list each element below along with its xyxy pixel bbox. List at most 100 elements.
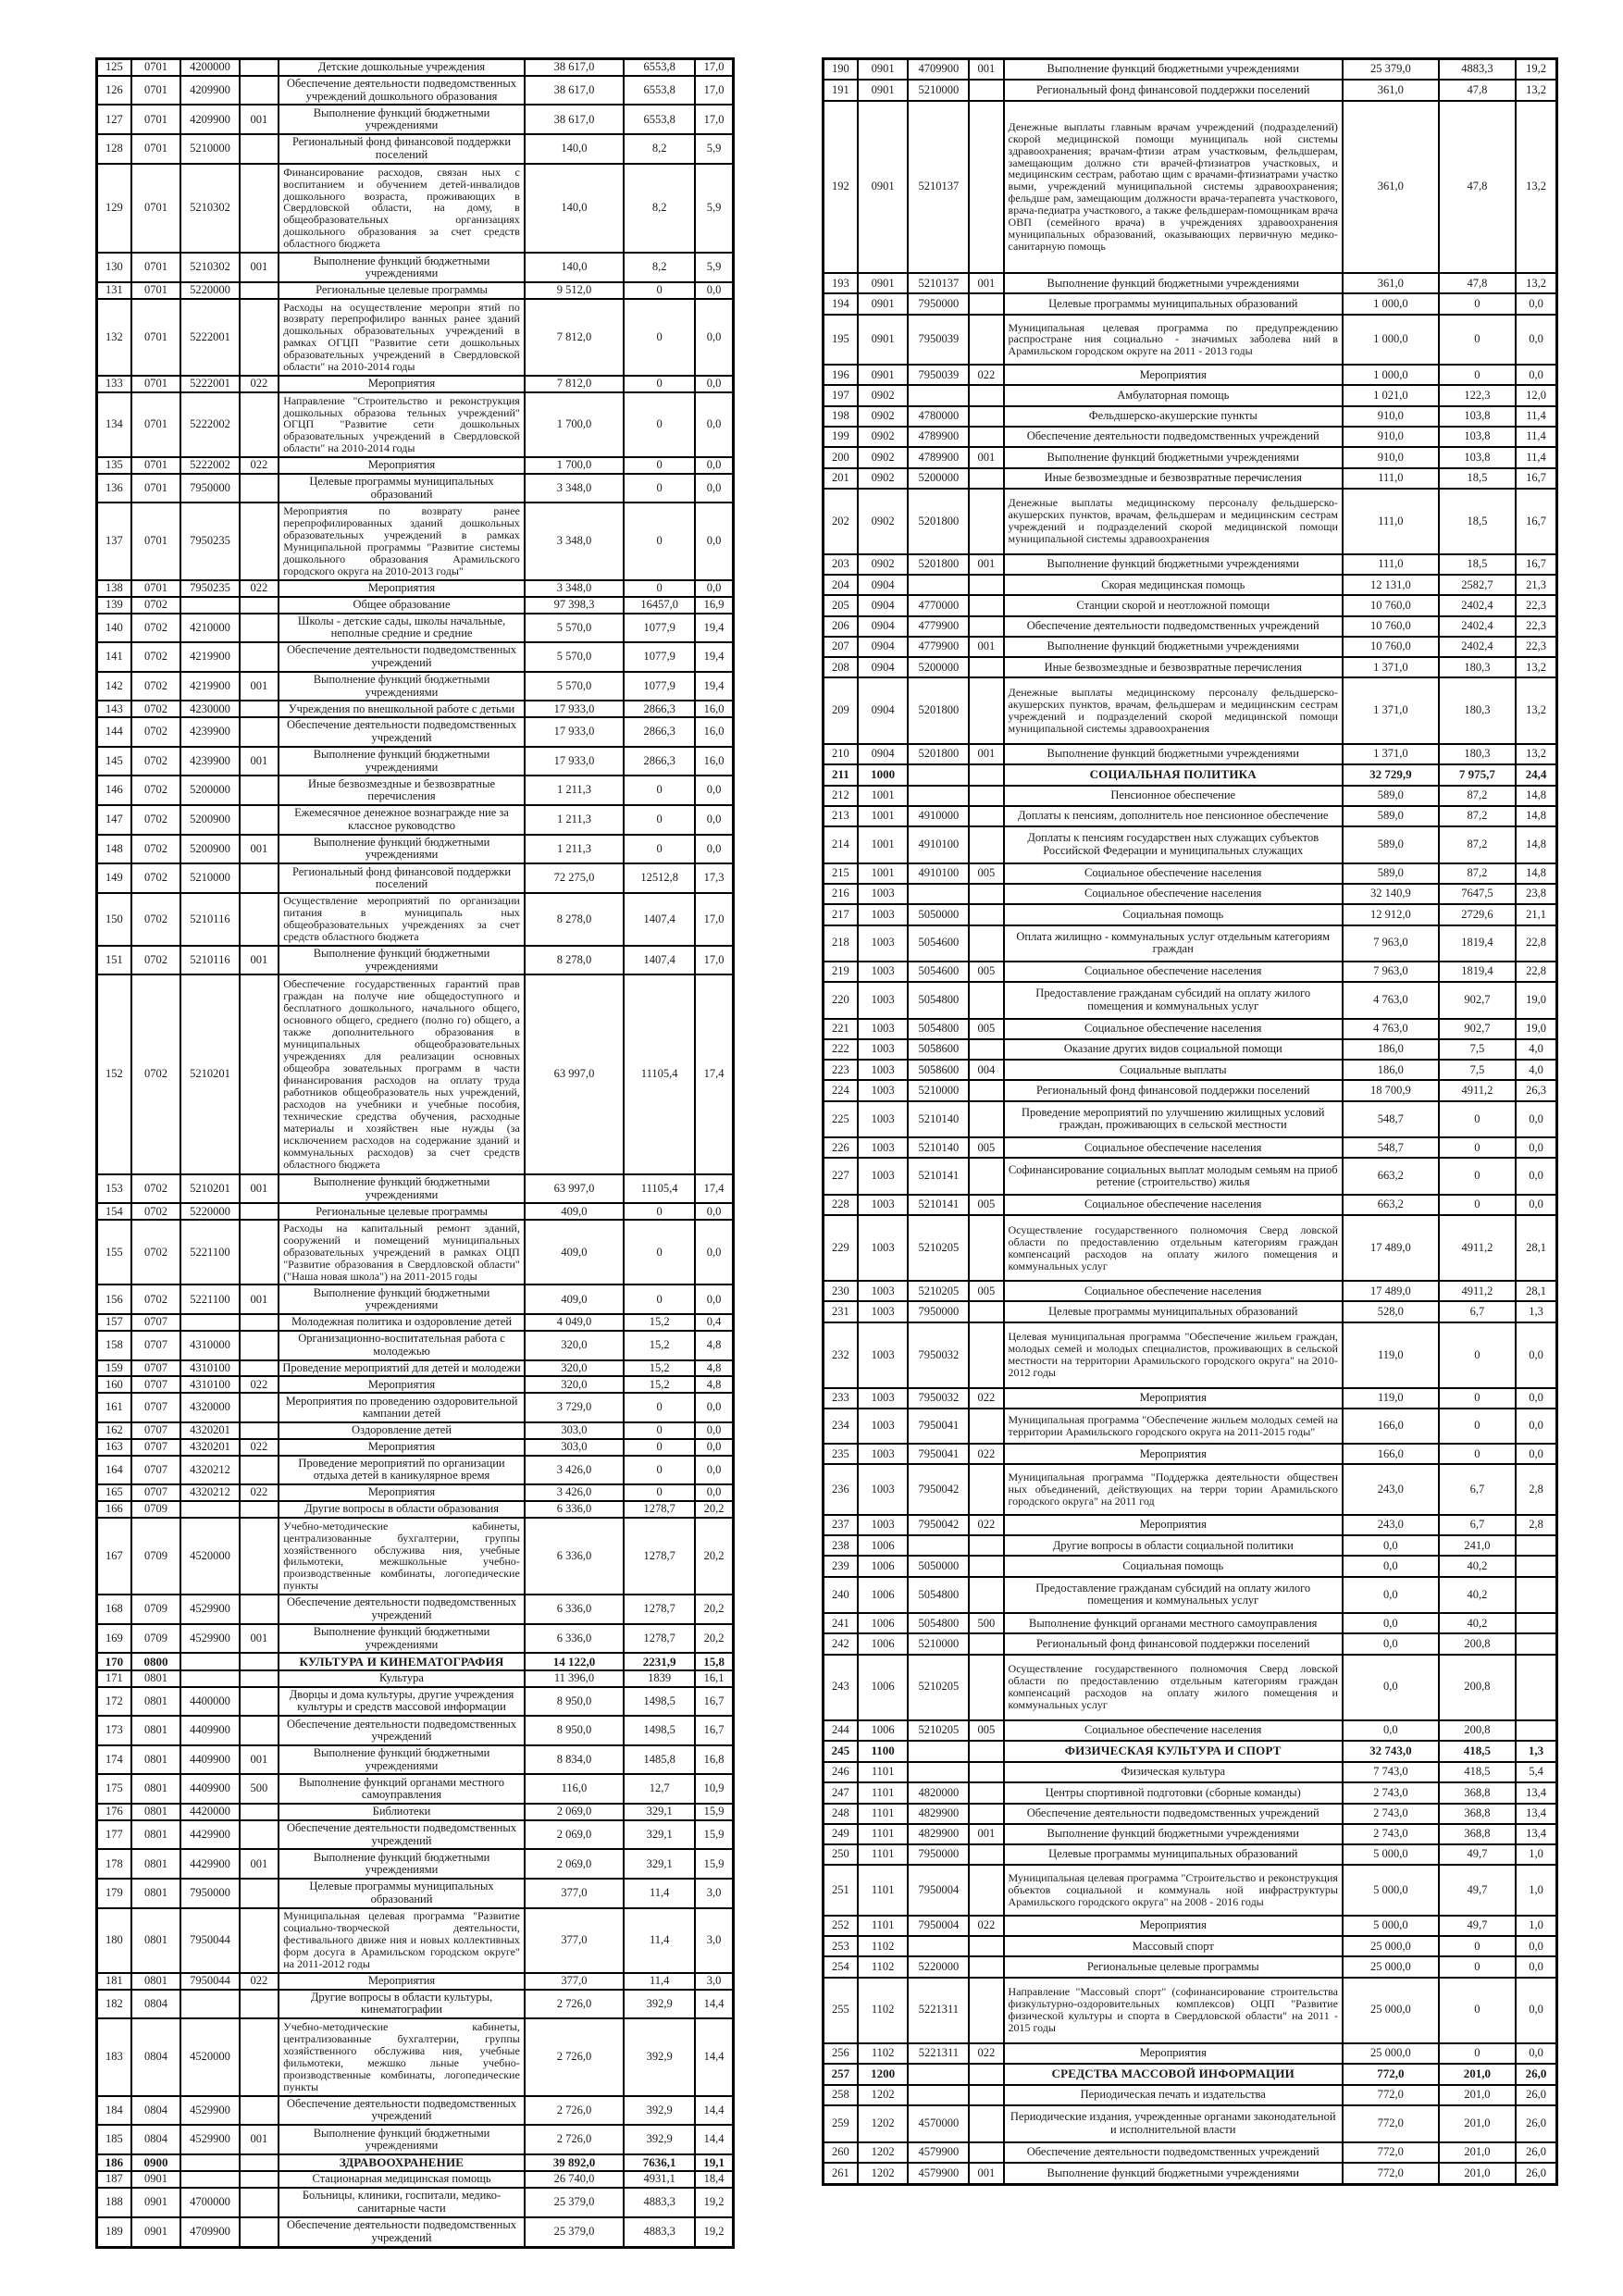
percent-cell: 0,0 [694,1284,735,1316]
section-code-cell: 1003 [856,1386,910,1410]
target-article-code-cell: 4429900 [180,1848,241,1880]
target-article-code-cell: 5210205 [907,1214,971,1283]
expense-name-cell: Целевые программы муниципальных образова… [1002,1843,1344,1867]
fact-amount-cell: 0 [623,578,697,598]
target-article-code-cell: 4709900 [180,2215,241,2249]
row-number-cell: 189 [95,2215,132,2249]
fact-amount-cell: 329,1 [623,1818,697,1851]
table-row: 224 1003 5210000 Региональный фонд финансов… [822,1079,1558,1102]
expense-name-cell: Мероприятия [278,456,526,475]
section-code-cell: 1006 [856,1632,910,1656]
table-row: 180 0801 7950044 Муниципальная целевая прог… [95,1906,735,1974]
expense-name-cell: Проведение мероприятий для детей и молод… [278,1359,526,1378]
table-row: 178 0801 4429900 001 Выполнение функций бюдж… [95,1848,735,1880]
percent-cell: 2,8 [1515,1463,1558,1516]
expense-name-cell: Региональный фонд финансовой поддержки п… [1002,79,1344,102]
fact-amount-cell: 0 [1437,1935,1518,1958]
target-article-code-cell: 4529900 [180,1622,241,1655]
plan-amount-cell: 140,0 [523,162,626,254]
percent-cell: 2,8 [1515,1513,1558,1537]
percent-cell [1515,1653,1558,1721]
plan-amount-cell: 25 379,0 [523,2187,626,2218]
expense-type-code-cell [968,804,1005,828]
expense-name-cell: Выполнение функций бюджетными учреждения… [278,833,526,865]
section-code-cell: 0902 [856,552,910,577]
target-article-code-cell: 4310100 [180,1359,241,1378]
row-number-cell: 178 [95,1848,132,1880]
plan-amount-cell: 243,0 [1341,1463,1440,1516]
expense-type-code-cell [968,924,1005,962]
expense-type-code-cell [968,1300,1005,1323]
target-article-code-cell: 4579900 [907,2141,971,2164]
expense-type-code-cell [968,784,1005,807]
fact-amount-cell: 8,2 [623,252,697,283]
target-article-code-cell: 5210116 [180,944,241,976]
expense-name-cell: Софинансирование социальных выплат молод… [1002,1157,1344,1196]
percent-cell: 19,0 [1515,1017,1558,1040]
section-code-cell: 0904 [856,594,910,617]
fact-amount-cell: 0 [623,1284,697,1316]
plan-amount-cell: 6 336,0 [523,1516,626,1596]
target-article-code-cell: 7950000 [180,472,241,504]
expense-type-code-cell: 001 [968,272,1005,295]
percent-cell: 13,2 [1515,656,1558,679]
section-code-cell: 1003 [856,1443,910,1466]
fact-amount-cell: 180,3 [1437,676,1518,745]
fact-amount-cell: 1077,9 [623,670,697,702]
expense-name-cell: Региональный фонд финансовой поддержки п… [278,133,526,165]
table-row: 193 0901 5210137 001 Выполнение функций бюдж… [822,272,1558,295]
plan-amount-cell: 63 997,0 [523,1173,626,1205]
table-row: 170 0800 КУЛЬТУРА И КИНЕМАТОГРАФИЯ 14 122,0… [95,1652,735,1671]
section-code-cell: 0707 [130,1437,182,1457]
section-code-cell: 1003 [856,1059,910,1082]
expense-name-cell: Обеспечение деятельности подведомственны… [278,2215,526,2249]
target-article-code-cell: 5220000 [180,280,241,300]
plan-amount-cell: 5 570,0 [523,670,626,702]
fact-amount-cell: 0 [623,280,697,300]
plan-amount-cell: 166,0 [1341,1408,1440,1446]
table-row: 125 0701 4200000 Детские дошкольные учрежде… [95,57,735,77]
section-code-cell: 0804 [130,1988,182,2020]
row-number-cell: 142 [95,670,132,702]
expense-type-code-cell: 001 [238,1622,280,1655]
percent-cell [1515,1612,1558,1635]
percent-cell: 11,4 [1515,404,1558,428]
fact-amount-cell: 18,5 [1437,487,1518,555]
expense-type-code-cell [238,1669,280,1688]
expense-name-cell: Денежные выплаты медицинскому персоналу … [1002,676,1344,745]
percent-cell: 21,1 [1515,903,1558,926]
fact-amount-cell: 1839 [623,1669,697,1688]
table-row: 191 0901 5210000 Региональный фонд финансов… [822,79,1558,102]
table-row: 179 0801 7950000 Целевые программы муниципа… [95,1878,735,1909]
target-article-code-cell [907,2062,971,2086]
percent-cell: 0,0 [694,1454,735,1486]
table-row: 241 1006 5054800 500 Выполнение функций орга… [822,1612,1558,1635]
section-code-cell: 0904 [856,656,910,679]
section-code-cell: 0801 [130,1715,182,1746]
section-code-cell: 0702 [130,1173,182,1205]
plan-amount-cell: 0,0 [1341,1632,1440,1656]
fact-amount-cell: 902,7 [1437,981,1518,1020]
fact-amount-cell: 8,2 [623,133,697,165]
plan-amount-cell: 17 933,0 [523,716,626,748]
section-code-cell: 0702 [130,863,182,894]
table-row: 259 1202 4570000 Периодические издания, учр… [822,2104,1558,2143]
row-number-cell: 128 [95,133,132,165]
target-article-code-cell [180,1499,241,1519]
target-article-code-cell: 5200000 [907,466,971,490]
fact-amount-cell: 103,8 [1437,426,1518,449]
target-article-code-cell: 5221100 [180,1219,241,1286]
table-row: 162 0707 4320201 Оздоровление детей 303,0 0 0,… [95,1421,735,1440]
percent-cell: 14,4 [694,2017,735,2097]
percent-cell: 0,0 [1515,1386,1558,1410]
percent-cell: 0,0 [694,804,735,836]
table-row: 237 1003 7950042 022 Мероприятия 243,0 6,7 2,8 [822,1513,1558,1537]
plan-amount-cell: 72 275,0 [523,863,626,894]
percent-cell: 19,4 [694,641,735,673]
table-row: 128 0701 5210000 Региональный фонд финансов… [95,133,735,165]
expense-name-cell: Мероприятия по возврату ранее перепрофил… [278,502,526,581]
section-code-cell: 0901 [856,79,910,102]
target-article-code-cell: 7950039 [907,364,971,387]
percent-cell: 14,8 [1515,804,1558,828]
table-row: 172 0801 4400000 Дворцы и дома культуры, др… [95,1685,735,1718]
